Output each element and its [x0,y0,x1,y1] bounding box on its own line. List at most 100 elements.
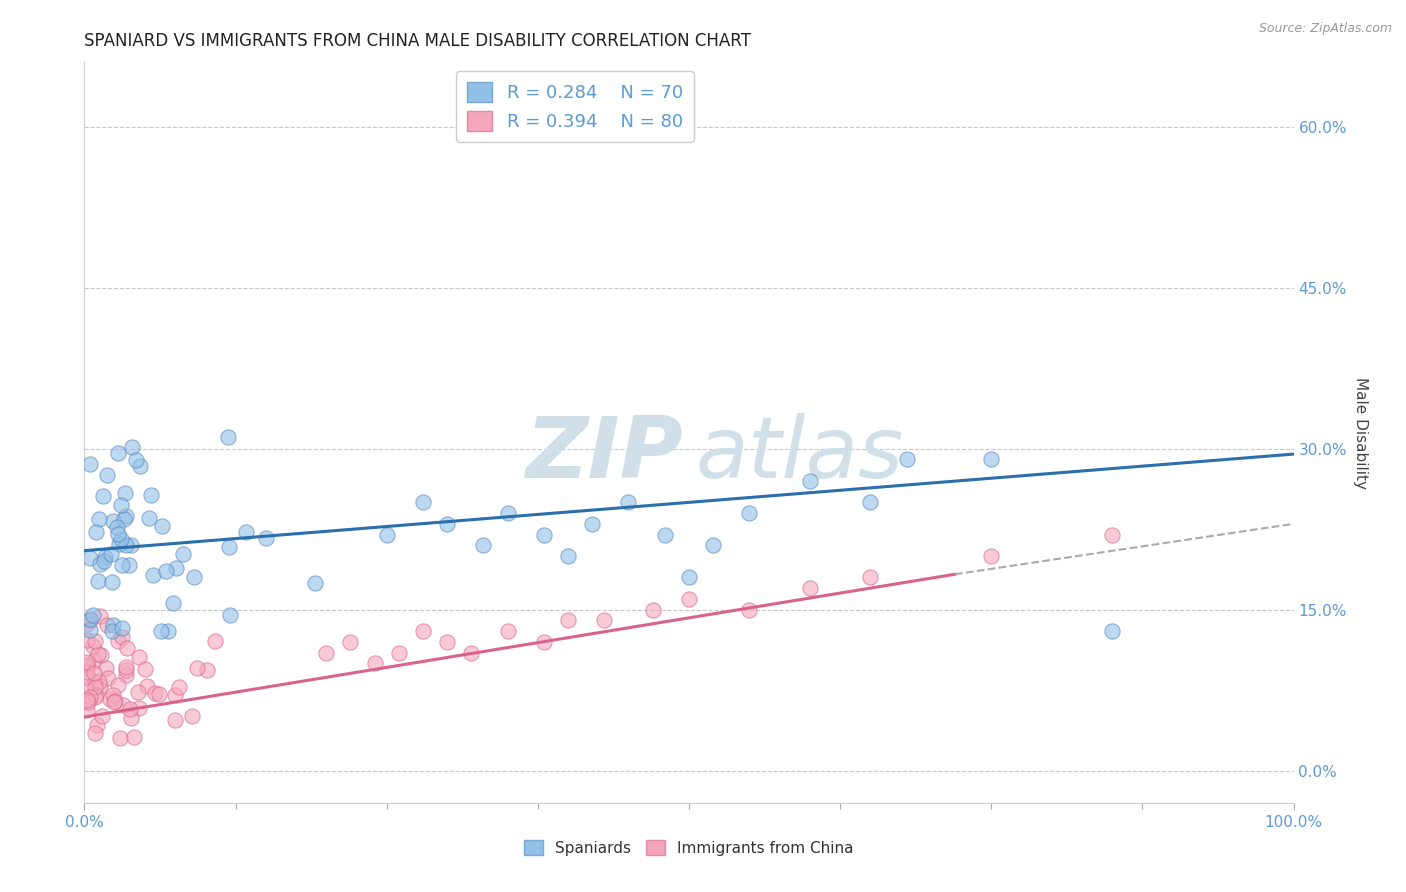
Point [165,561,187,575]
Point [101,624,124,639]
Point [533,527,555,541]
Point [79,612,101,626]
Point [76,655,98,669]
Point [162,596,184,610]
Point [118,558,141,572]
Point [79,613,101,627]
Point [87,674,110,689]
Point [557,549,579,563]
Point [89,679,111,693]
Point [235,524,257,539]
Point [738,506,761,520]
Point [118,702,141,716]
Point [654,527,676,541]
Point [254,531,277,545]
Point [204,634,226,648]
Point [186,661,208,675]
Point [89,608,111,623]
Point [100,547,122,561]
Point [76,682,98,697]
Point [84,673,107,688]
Point [167,680,190,694]
Point [87,511,110,525]
Point [83,726,105,740]
Point [436,516,458,531]
Point [142,568,165,582]
Point [110,630,132,644]
Point [94,549,117,564]
Point [115,663,138,677]
Point [143,685,166,699]
Text: Source: ZipAtlas.com: Source: ZipAtlas.com [1258,22,1392,36]
Point [120,711,142,725]
Point [79,457,101,471]
Point [83,634,105,648]
Point [112,512,135,526]
Point [1101,527,1123,541]
Point [84,681,107,695]
Point [799,474,821,488]
Point [79,623,101,637]
Point [111,558,134,573]
Point [107,678,129,692]
Point [980,549,1002,563]
Point [128,650,150,665]
Point [91,489,114,503]
Point [980,452,1002,467]
Point [90,709,112,723]
Point [76,658,98,673]
Point [128,458,150,473]
Point [460,646,482,660]
Point [436,635,458,649]
Point [83,666,105,681]
Point [76,703,98,717]
Point [103,695,125,709]
Point [859,495,882,509]
Point [388,646,411,660]
Point [79,690,101,705]
Point [117,641,139,656]
Point [96,660,118,674]
Point [304,576,326,591]
Point [114,659,136,673]
Point [339,635,361,649]
Point [110,533,132,547]
Point [101,618,124,632]
Point [110,498,132,512]
Point [96,467,118,482]
Point [738,602,761,616]
Point [86,718,108,732]
Point [101,574,124,589]
Point [172,547,194,561]
Point [363,657,385,671]
Y-axis label: Male Disability: Male Disability [1353,376,1368,489]
Point [121,440,143,454]
Text: ZIP: ZIP [526,413,683,496]
Point [136,679,159,693]
Point [83,653,105,667]
Point [110,621,132,635]
Point [82,640,104,654]
Point [150,518,173,533]
Point [103,689,125,703]
Point [641,602,664,616]
Point [896,452,918,467]
Point [557,614,579,628]
Point [127,685,149,699]
Point [375,527,398,541]
Legend: Spaniards, Immigrants from China: Spaniards, Immigrants from China [519,834,859,862]
Point [183,570,205,584]
Point [122,730,145,744]
Point [86,525,108,540]
Point [108,537,131,551]
Point [115,538,138,552]
Point [87,574,110,588]
Point [150,624,173,639]
Point [114,667,136,681]
Point [165,688,187,702]
Point [87,647,110,661]
Point [472,538,495,552]
Point [125,453,148,467]
Point [134,662,156,676]
Point [181,709,204,723]
